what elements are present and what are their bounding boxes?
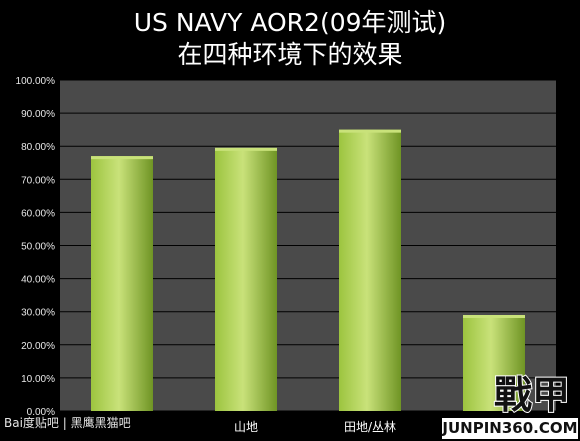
chart-title-line1: US NAVY AOR2(09年测试) bbox=[134, 8, 447, 37]
bar-top-highlight bbox=[463, 315, 525, 319]
y-tick-label: 10.00% bbox=[21, 374, 55, 385]
bars bbox=[91, 129, 525, 412]
site-watermark: JUNPIN360.COM bbox=[442, 418, 578, 439]
y-tick-label: 80.00% bbox=[21, 142, 55, 153]
y-tick-label: 0.00% bbox=[27, 407, 55, 418]
logo-watermark: 戰甲 bbox=[493, 371, 571, 418]
bar-top-highlight bbox=[339, 129, 401, 133]
y-tick-label: 50.00% bbox=[21, 242, 55, 253]
bar-top-highlight bbox=[215, 147, 277, 151]
bar bbox=[463, 315, 525, 411]
y-tick-label: 70.00% bbox=[21, 175, 55, 186]
y-tick-label: 90.00% bbox=[21, 109, 55, 120]
chart-title-line2: 在四种环境下的效果 bbox=[177, 40, 402, 69]
x-category-label: 山地 bbox=[234, 420, 258, 434]
y-tick-label: 100.00% bbox=[16, 76, 56, 87]
bar bbox=[91, 156, 153, 411]
y-axis-ticks: 0.00% 10.00% 20.00% 30.00% 40.00% 50.00% 60.00… bbox=[16, 76, 56, 418]
bar bbox=[215, 147, 277, 412]
logo-text: 戰甲 bbox=[494, 372, 570, 417]
baidu-watermark: Bai度贴吧 | 黑鹰黑猫吧 bbox=[4, 416, 131, 430]
y-tick-label: 60.00% bbox=[21, 208, 55, 219]
y-tick-label: 30.00% bbox=[21, 308, 55, 319]
y-tick-label: 20.00% bbox=[21, 341, 55, 352]
bar bbox=[339, 129, 401, 411]
y-tick-label: 40.00% bbox=[21, 275, 55, 286]
bar-top-highlight bbox=[91, 156, 153, 160]
x-category-label: 田地/丛林 bbox=[344, 420, 396, 434]
